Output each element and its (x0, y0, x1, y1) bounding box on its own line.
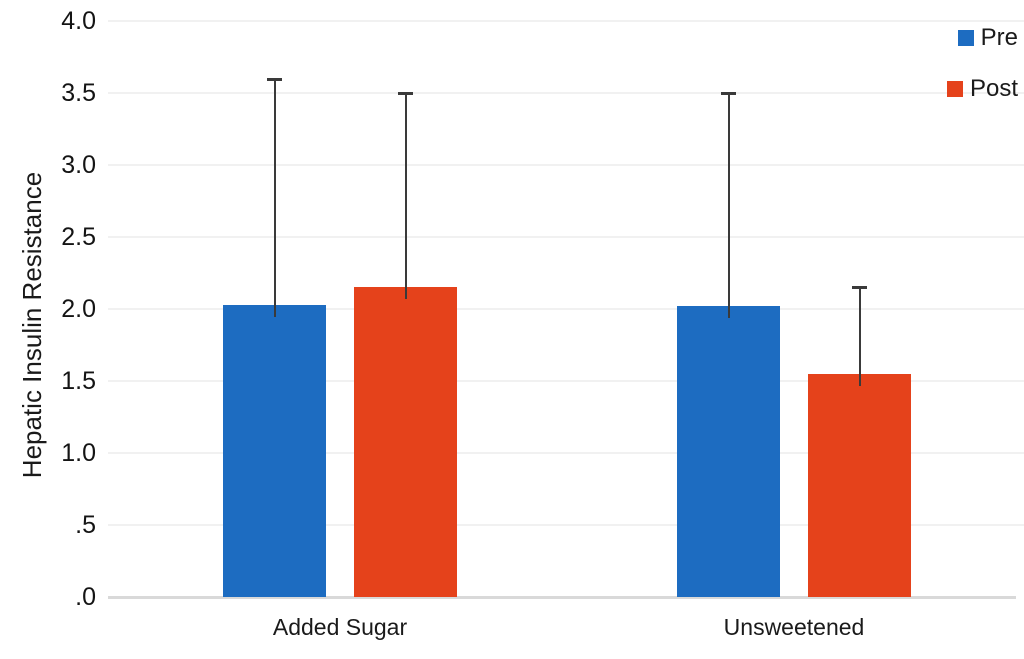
error-bar-cap (398, 92, 413, 95)
gridline (108, 20, 1024, 22)
bar-pre-0 (223, 304, 326, 597)
y-tick-label: 1.5 (61, 367, 96, 395)
error-bar-line (273, 78, 276, 317)
error-bar-line (858, 287, 861, 386)
legend-swatch-post (946, 81, 963, 97)
category-label-0: Added Sugar (272, 614, 408, 640)
error-bar-cap (267, 77, 282, 81)
legend-swatch-pre (957, 30, 974, 46)
gridline (108, 452, 1024, 454)
gridline (108, 524, 1024, 526)
bar-post-1 (808, 373, 911, 597)
y-tick-label: 1.0 (61, 439, 96, 467)
legend-item-pre: Pre (957, 24, 1018, 52)
y-tick-label: 3.0 (61, 151, 96, 179)
y-tick-label: .5 (75, 511, 96, 539)
bar-post-0 (354, 287, 457, 597)
y-tick-label: 2.0 (61, 295, 96, 323)
category-label-1: Unsweetened (723, 614, 865, 640)
legend-item-post: Post (946, 75, 1018, 103)
gridline (108, 92, 1024, 94)
gridline (108, 308, 1024, 310)
gridline (108, 380, 1024, 382)
gridline (108, 164, 1024, 166)
bar-pre-1 (677, 306, 780, 597)
y-tick-label: .0 (75, 583, 96, 611)
error-bar-line (727, 93, 730, 319)
y-tick-label: 2.5 (61, 223, 96, 251)
error-bar-cap (721, 92, 736, 95)
legend-label: Post (969, 75, 1018, 102)
x-axis-line (108, 596, 1016, 599)
gridline (108, 236, 1024, 238)
error-bar-line (404, 93, 407, 300)
legend: Pre Post (946, 24, 1018, 103)
legend-label: Pre (980, 24, 1018, 51)
y-tick-label: 3.5 (61, 79, 96, 107)
y-tick-label: 4.0 (61, 7, 96, 35)
error-bar-cap (852, 286, 867, 290)
